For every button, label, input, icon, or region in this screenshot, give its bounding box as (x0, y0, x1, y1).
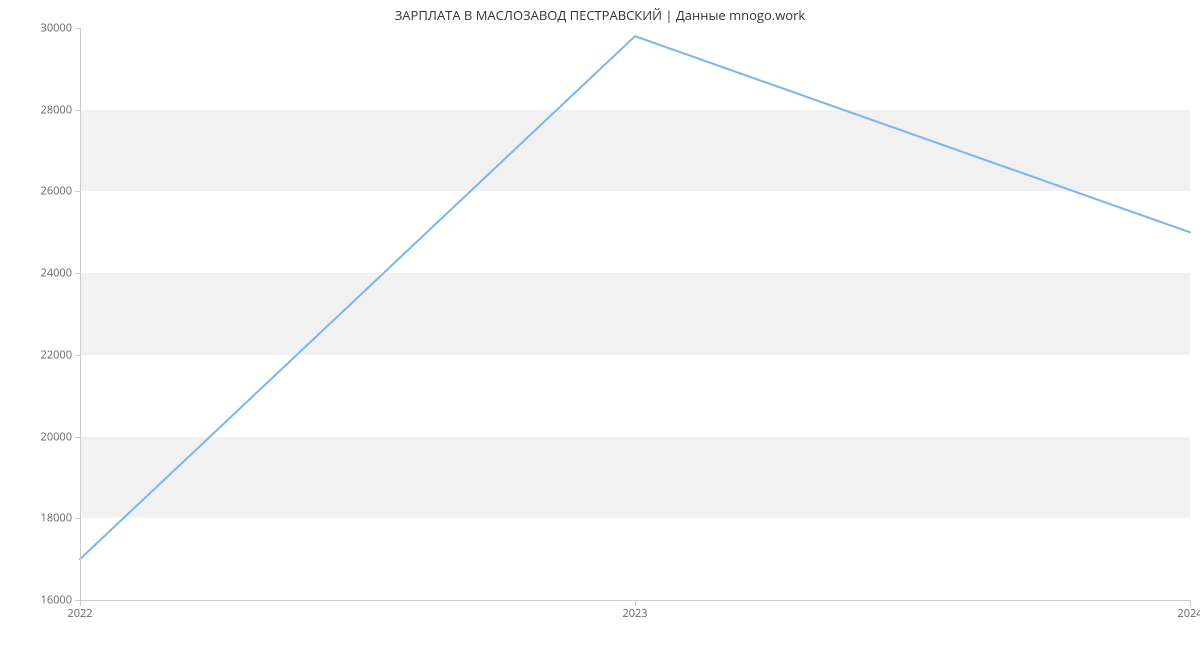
x-tick-mark (1190, 600, 1191, 606)
y-tick-label: 28000 (12, 102, 72, 117)
y-tick-label: 30000 (12, 21, 72, 36)
plot-area (80, 28, 1190, 600)
y-tick-mark (75, 355, 80, 356)
y-tick-mark (75, 110, 80, 111)
x-tick-label: 2022 (67, 606, 92, 621)
y-tick-label: 24000 (12, 266, 72, 281)
y-tick-label: 18000 (12, 511, 72, 526)
y-tick-label: 20000 (12, 429, 72, 444)
x-tick-label: 2024 (1177, 606, 1200, 621)
chart-title: ЗАРПЛАТА В МАСЛОЗАВОД ПЕСТРАВСКИЙ | Данн… (0, 6, 1200, 24)
y-tick-mark (75, 28, 80, 29)
y-tick-mark (75, 518, 80, 519)
x-tick-mark (635, 600, 636, 606)
y-tick-mark (75, 191, 80, 192)
y-tick-label: 26000 (12, 184, 72, 199)
y-tick-label: 16000 (12, 593, 72, 608)
y-tick-mark (75, 273, 80, 274)
salary-chart: ЗАРПЛАТА В МАСЛОЗАВОД ПЕСТРАВСКИЙ | Данн… (0, 0, 1200, 650)
data-line (80, 36, 1190, 559)
chart-svg (80, 28, 1190, 600)
x-tick-label: 2023 (622, 606, 647, 621)
y-axis-line (80, 28, 81, 600)
y-tick-label: 22000 (12, 347, 72, 362)
x-tick-mark (80, 600, 81, 606)
y-tick-mark (75, 437, 80, 438)
